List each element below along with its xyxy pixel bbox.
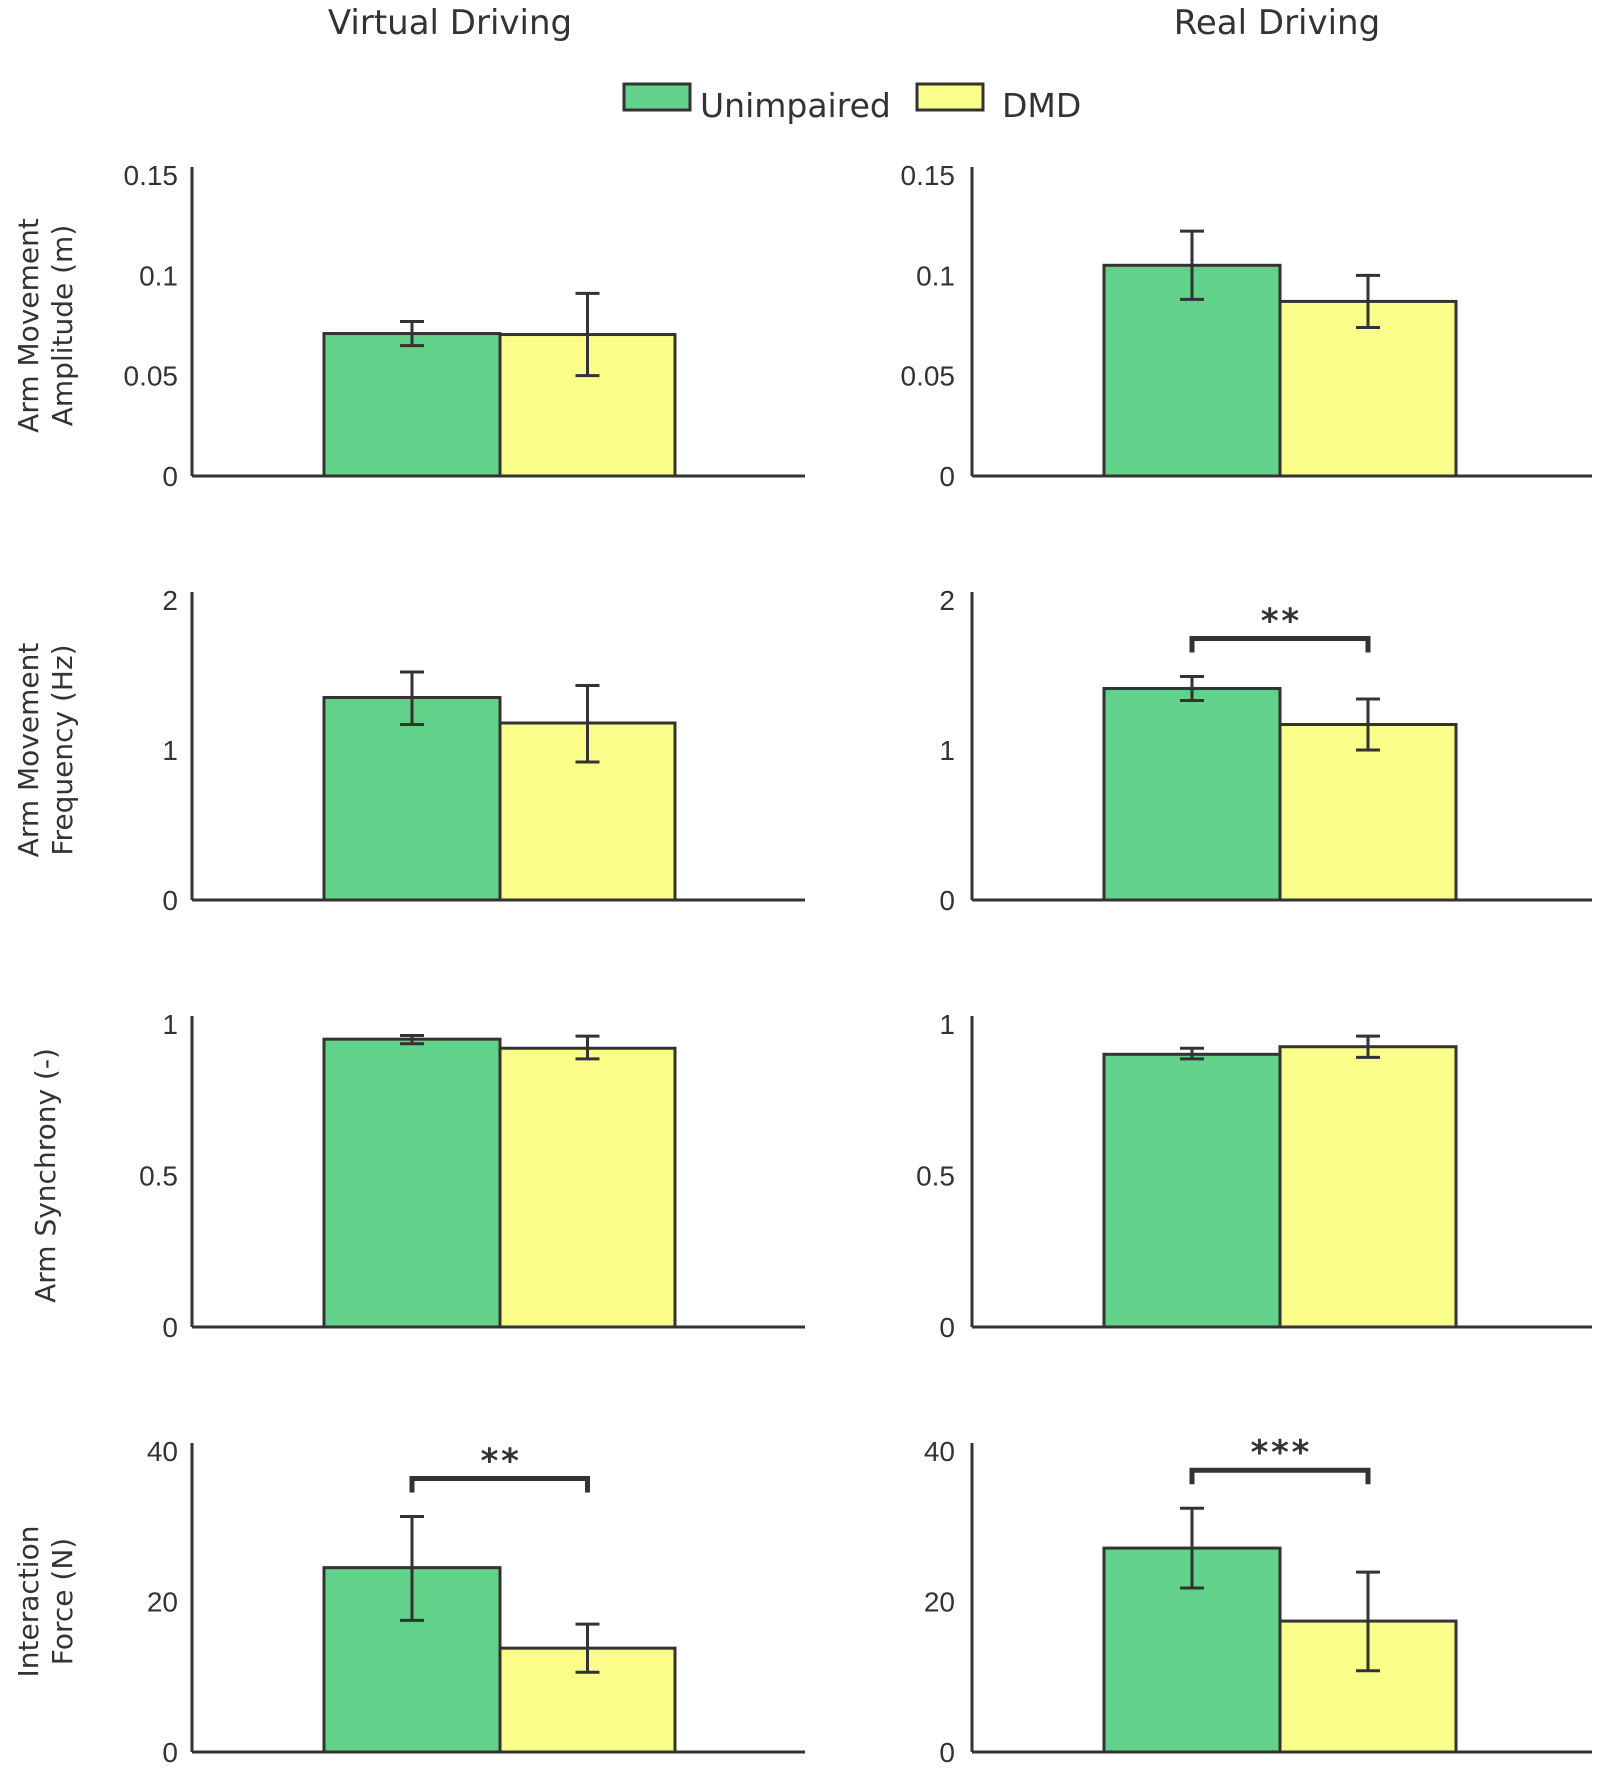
- y-tick-label: 0.15: [124, 160, 179, 191]
- y-tick-label: 0: [162, 461, 178, 492]
- legend-label-dmd: DMD: [1002, 86, 1081, 125]
- y-tick-label: 1: [162, 735, 178, 766]
- error-bar-unimpaired: [1180, 1506, 1204, 1590]
- y-tick-label: 0: [939, 461, 955, 492]
- y-tick-label: 2: [939, 585, 955, 616]
- y-tick-label: 0.5: [916, 1161, 955, 1192]
- y-tick-label: 0: [939, 1737, 955, 1768]
- bar-unimpaired: [322, 696, 502, 902]
- error-bar-unimpaired: [1180, 1046, 1204, 1061]
- y-tick-label: 0: [939, 1312, 955, 1343]
- y-tick-label: 2: [162, 585, 178, 616]
- y-tick-label: 0.05: [124, 361, 179, 392]
- panel-4-real: 0 20 40 ***: [924, 1433, 1592, 1768]
- y-tick-label: 0.5: [139, 1161, 178, 1192]
- error-bar-unimpaired: [400, 1034, 424, 1046]
- y-axis-label: Interaction: [12, 1526, 45, 1678]
- y-axis-label: Arm Synchrony (-): [29, 1048, 62, 1303]
- error-bar-dmd: [575, 291, 600, 378]
- error-bar-dmd: [575, 1034, 600, 1061]
- bar-unimpaired: [1102, 687, 1282, 902]
- y-axis-label: Force (N): [46, 1538, 79, 1665]
- y-tick-label: 0.15: [901, 160, 956, 191]
- panel-1-real: 0 0.05 0.1 0.15: [901, 160, 1592, 492]
- y-tick-label: 1: [939, 1009, 955, 1040]
- y-tick-label: 0: [162, 1737, 178, 1768]
- y-tick-label: 0: [939, 885, 955, 916]
- panel-4-virtual: Interaction Force (N) 0 20 40 **: [12, 1436, 805, 1768]
- error-bar-dmd: [575, 1622, 600, 1674]
- y-tick-label: 40: [147, 1436, 178, 1467]
- panel-3-real: 00.51: [916, 1009, 1592, 1343]
- significance-label: **: [1260, 602, 1301, 642]
- panel-3-virtual: Arm Synchrony (-) 0 0.5 1: [29, 1009, 805, 1343]
- y-tick-label: 0.1: [139, 260, 178, 291]
- error-bar-dmd: [1356, 1570, 1380, 1673]
- significance-label: **: [479, 1441, 520, 1481]
- bar-dmd: [1278, 299, 1458, 478]
- panel-2-real: 0 1 2 **: [939, 585, 1592, 916]
- error-bar-unimpaired: [1180, 229, 1204, 301]
- significance-bracket: [1189, 1467, 1371, 1485]
- error-bar-dmd: [1356, 273, 1380, 330]
- y-tick-label: 20: [924, 1587, 955, 1618]
- error-bar-unimpaired: [400, 319, 424, 348]
- error-bar-unimpaired: [400, 670, 424, 726]
- legend-swatch-unimpaired: [622, 82, 692, 112]
- y-tick-label: 20: [147, 1587, 178, 1618]
- error-bar-dmd: [1356, 697, 1380, 752]
- significance-label: ***: [1249, 1433, 1310, 1473]
- y-tick-label: 0: [162, 1312, 178, 1343]
- y-tick-label: 1: [939, 735, 955, 766]
- bar-unimpaired: [322, 1037, 502, 1329]
- error-bar-dmd: [575, 684, 600, 764]
- y-axis-label: Amplitude (m): [46, 225, 79, 427]
- bar-dmd: [1278, 1045, 1458, 1329]
- y-axis-label: Arm Movement: [12, 218, 45, 433]
- y-axis-label: Frequency (Hz): [46, 644, 79, 855]
- y-tick-label: 0.1: [916, 260, 955, 291]
- legend-swatch-dmd: [915, 82, 985, 112]
- significance-bracket: [409, 1475, 590, 1493]
- error-bar-dmd: [1356, 1034, 1380, 1059]
- bar-unimpaired: [1102, 1052, 1282, 1329]
- panel-2-virtual: Arm Movement Frequency (Hz) 0 1 2: [12, 585, 805, 916]
- y-tick-label: 0: [162, 885, 178, 916]
- column-title-virtual: Virtual Driving: [328, 3, 572, 43]
- error-bar-unimpaired: [400, 1514, 424, 1622]
- y-tick-label: 40: [924, 1436, 955, 1467]
- legend-label-unimpaired: Unimpaired: [700, 86, 891, 125]
- y-tick-label: 1: [162, 1009, 178, 1040]
- legend: Unimpaired DMD: [622, 82, 1081, 125]
- column-title-real: Real Driving: [1174, 3, 1380, 43]
- y-axis-label: Arm Movement: [12, 643, 45, 858]
- panel-1-virtual: Arm Movement Amplitude (m) 0 0.05 0.1 0.15: [12, 160, 805, 492]
- bar-unimpaired: [322, 332, 502, 478]
- chart-panels: Arm Movement Amplitude (m)00.050.10.1500.…: [12, 160, 1592, 1768]
- y-tick-label: 0.05: [901, 361, 956, 392]
- bar-dmd: [498, 1046, 677, 1329]
- error-bar-unimpaired: [1180, 675, 1204, 702]
- significance-bracket: [1189, 636, 1371, 653]
